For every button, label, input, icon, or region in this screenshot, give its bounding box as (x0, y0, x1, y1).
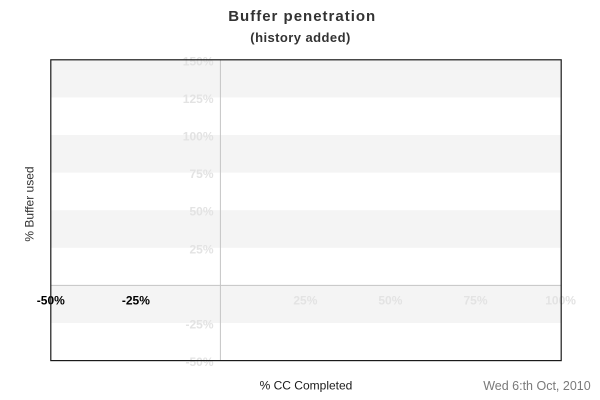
svg-text:% CC Completed: % CC Completed (260, 379, 353, 393)
svg-text:50%: 50% (378, 294, 402, 308)
svg-text:50%: 50% (189, 205, 213, 219)
svg-text:-50%: -50% (185, 355, 213, 369)
svg-text:25%: 25% (189, 242, 213, 256)
svg-text:-25%: -25% (122, 294, 150, 308)
svg-text:-25%: -25% (185, 318, 213, 332)
svg-text:Wed 6:th Oct, 2010: Wed 6:th Oct, 2010 (483, 379, 591, 393)
svg-text:150%: 150% (183, 54, 214, 68)
svg-text:(history added): (history added) (250, 30, 350, 45)
svg-text:25%: 25% (293, 294, 317, 308)
svg-text:75%: 75% (189, 167, 213, 181)
svg-text:% Buffer used: % Buffer used (23, 166, 37, 241)
svg-text:75%: 75% (463, 294, 487, 308)
svg-text:125%: 125% (183, 92, 214, 106)
svg-text:100%: 100% (183, 130, 214, 144)
svg-text:Buffer penetration: Buffer penetration (228, 8, 375, 25)
